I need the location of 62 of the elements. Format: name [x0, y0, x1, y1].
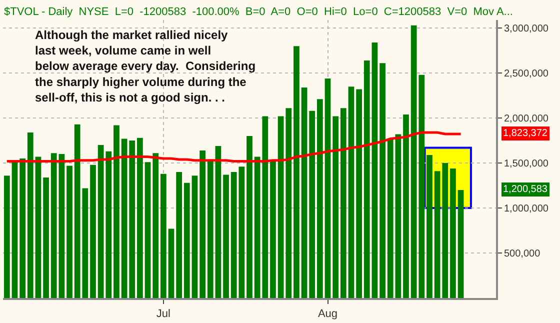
bar	[270, 160, 276, 298]
bar	[442, 163, 448, 298]
line-series	[6, 131, 462, 162]
bar	[223, 174, 229, 298]
bar	[316, 99, 323, 298]
bar	[286, 108, 292, 298]
bar	[380, 63, 386, 298]
bar	[121, 138, 128, 298]
text: 1,823,372	[503, 128, 548, 139]
y-tick-label: 1,500,000	[504, 158, 549, 170]
bar	[364, 60, 370, 298]
chart-title: $TVOL - Daily NYSE L=0 -1200583 -100.00% B=0 A=0 O=0 Hi=0 Lo=0 C=1200583 V=0 Mov A...	[4, 6, 513, 18]
bar	[20, 158, 26, 298]
bar	[348, 86, 354, 298]
bar	[215, 146, 222, 298]
bar	[27, 132, 34, 298]
x-tick-label: Aug	[318, 308, 338, 320]
bar	[114, 125, 120, 298]
bar	[426, 154, 432, 298]
bar	[192, 176, 198, 298]
bar	[176, 172, 182, 298]
bar	[403, 114, 409, 298]
y-tick-label: 3,000,000	[504, 24, 549, 35]
bar	[207, 160, 214, 298]
y-tick-label: 500,000	[504, 248, 541, 260]
bar	[160, 174, 166, 298]
bar	[278, 116, 284, 298]
bar	[90, 164, 96, 298]
bar	[12, 161, 18, 298]
y-tick-label: 2,500,000	[504, 68, 549, 80]
bar	[4, 176, 10, 298]
annotation: Although the market rallied nicely last week, volume came in well below average every day. Considering the sharply higher volume during the sell-off, this is not a good sign. . .	[35, 28, 256, 104]
bar	[184, 182, 190, 298]
y-tick-label: 2,000,000	[504, 114, 549, 125]
bar	[372, 42, 378, 298]
bar	[387, 138, 394, 298]
bar	[294, 46, 300, 298]
bar	[340, 108, 346, 298]
bar	[137, 138, 143, 298]
bar	[144, 162, 151, 298]
x-tick-label: Jul	[156, 308, 170, 320]
bar	[332, 116, 339, 298]
bar	[301, 87, 308, 298]
bar	[35, 156, 42, 298]
bar	[450, 168, 456, 298]
text: 1,200,583	[503, 184, 548, 195]
bar	[58, 154, 65, 298]
bar	[152, 153, 159, 298]
bar	[129, 140, 136, 298]
bar	[458, 190, 464, 298]
bar	[324, 78, 331, 298]
y-tick-label: 1,000,000	[504, 204, 549, 215]
bar	[356, 89, 362, 298]
bar	[309, 110, 316, 298]
bar	[434, 171, 440, 298]
bar	[395, 134, 402, 298]
bar	[200, 150, 206, 298]
bar	[50, 153, 57, 298]
bar	[43, 177, 49, 298]
bar	[246, 136, 252, 298]
bar	[66, 166, 72, 298]
bar	[168, 228, 174, 298]
